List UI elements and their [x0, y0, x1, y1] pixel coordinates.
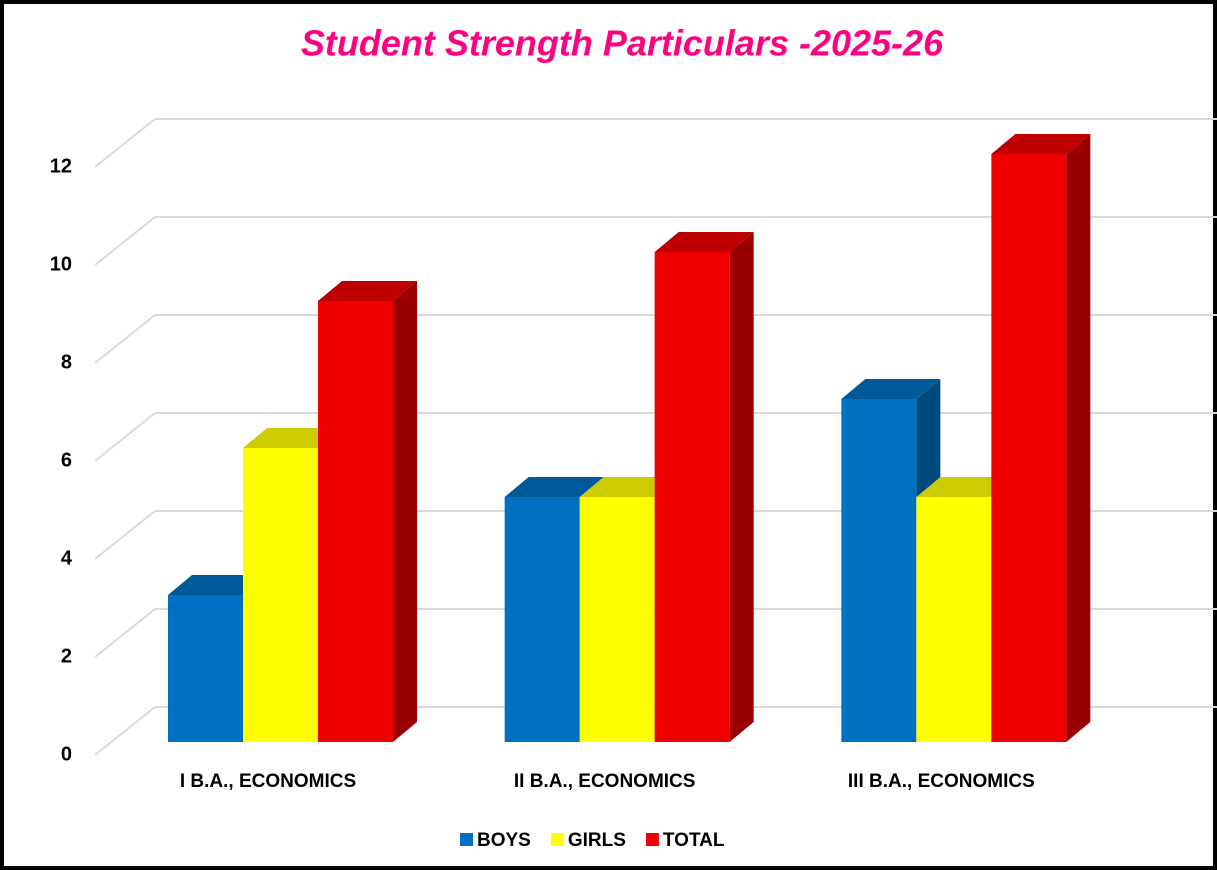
bar: [841, 399, 917, 742]
y-tick-label: 10: [50, 253, 72, 275]
bar-top: [579, 477, 679, 497]
y-tick-label: 8: [61, 351, 72, 373]
bar-top: [318, 281, 417, 301]
bar-side: [1066, 134, 1091, 742]
y-tick-label: 6: [61, 449, 72, 471]
bar: [991, 154, 1067, 742]
bar: [579, 497, 655, 742]
bar-top: [916, 477, 1016, 497]
bar: [318, 301, 393, 742]
bar-side: [729, 232, 754, 742]
y-tick-label: 4: [61, 547, 73, 569]
bar: [243, 448, 318, 742]
bar-top: [991, 134, 1091, 154]
bar: [504, 497, 580, 742]
y-tick-label: 12: [50, 155, 72, 177]
bar-top: [168, 575, 267, 595]
chart-title: Student Strength Particulars -2025-26: [301, 23, 944, 64]
grid-line-depth: [94, 706, 156, 756]
legend-label: GIRLS: [568, 830, 626, 851]
grid-line-depth: [94, 216, 156, 266]
legend-swatch: [550, 833, 564, 846]
bar-top: [654, 232, 754, 252]
bar: [916, 497, 992, 742]
grid-line-depth: [94, 118, 156, 168]
y-tick-label: 0: [61, 743, 72, 765]
y-tick-label: 2: [61, 645, 72, 667]
bar-top: [841, 379, 941, 399]
bar: [654, 252, 730, 742]
grid-line-depth: [94, 608, 156, 658]
legend-swatch: [645, 833, 659, 846]
bar: [168, 595, 243, 742]
grid-line-depth: [94, 412, 156, 462]
bar-top: [504, 477, 604, 497]
x-tick-label: III B.A., ECONOMICS: [848, 771, 1035, 792]
bar-top: [243, 428, 342, 448]
x-tick-label: I B.A., ECONOMICS: [180, 771, 356, 792]
legend-label: BOYS: [477, 830, 531, 851]
bar-side: [393, 281, 417, 742]
x-tick-label: II B.A., ECONOMICS: [514, 771, 696, 792]
grid-line-depth: [94, 314, 156, 364]
grid-line-depth: [94, 510, 156, 560]
legend-label: TOTAL: [663, 830, 725, 851]
legend-swatch: [460, 833, 473, 846]
